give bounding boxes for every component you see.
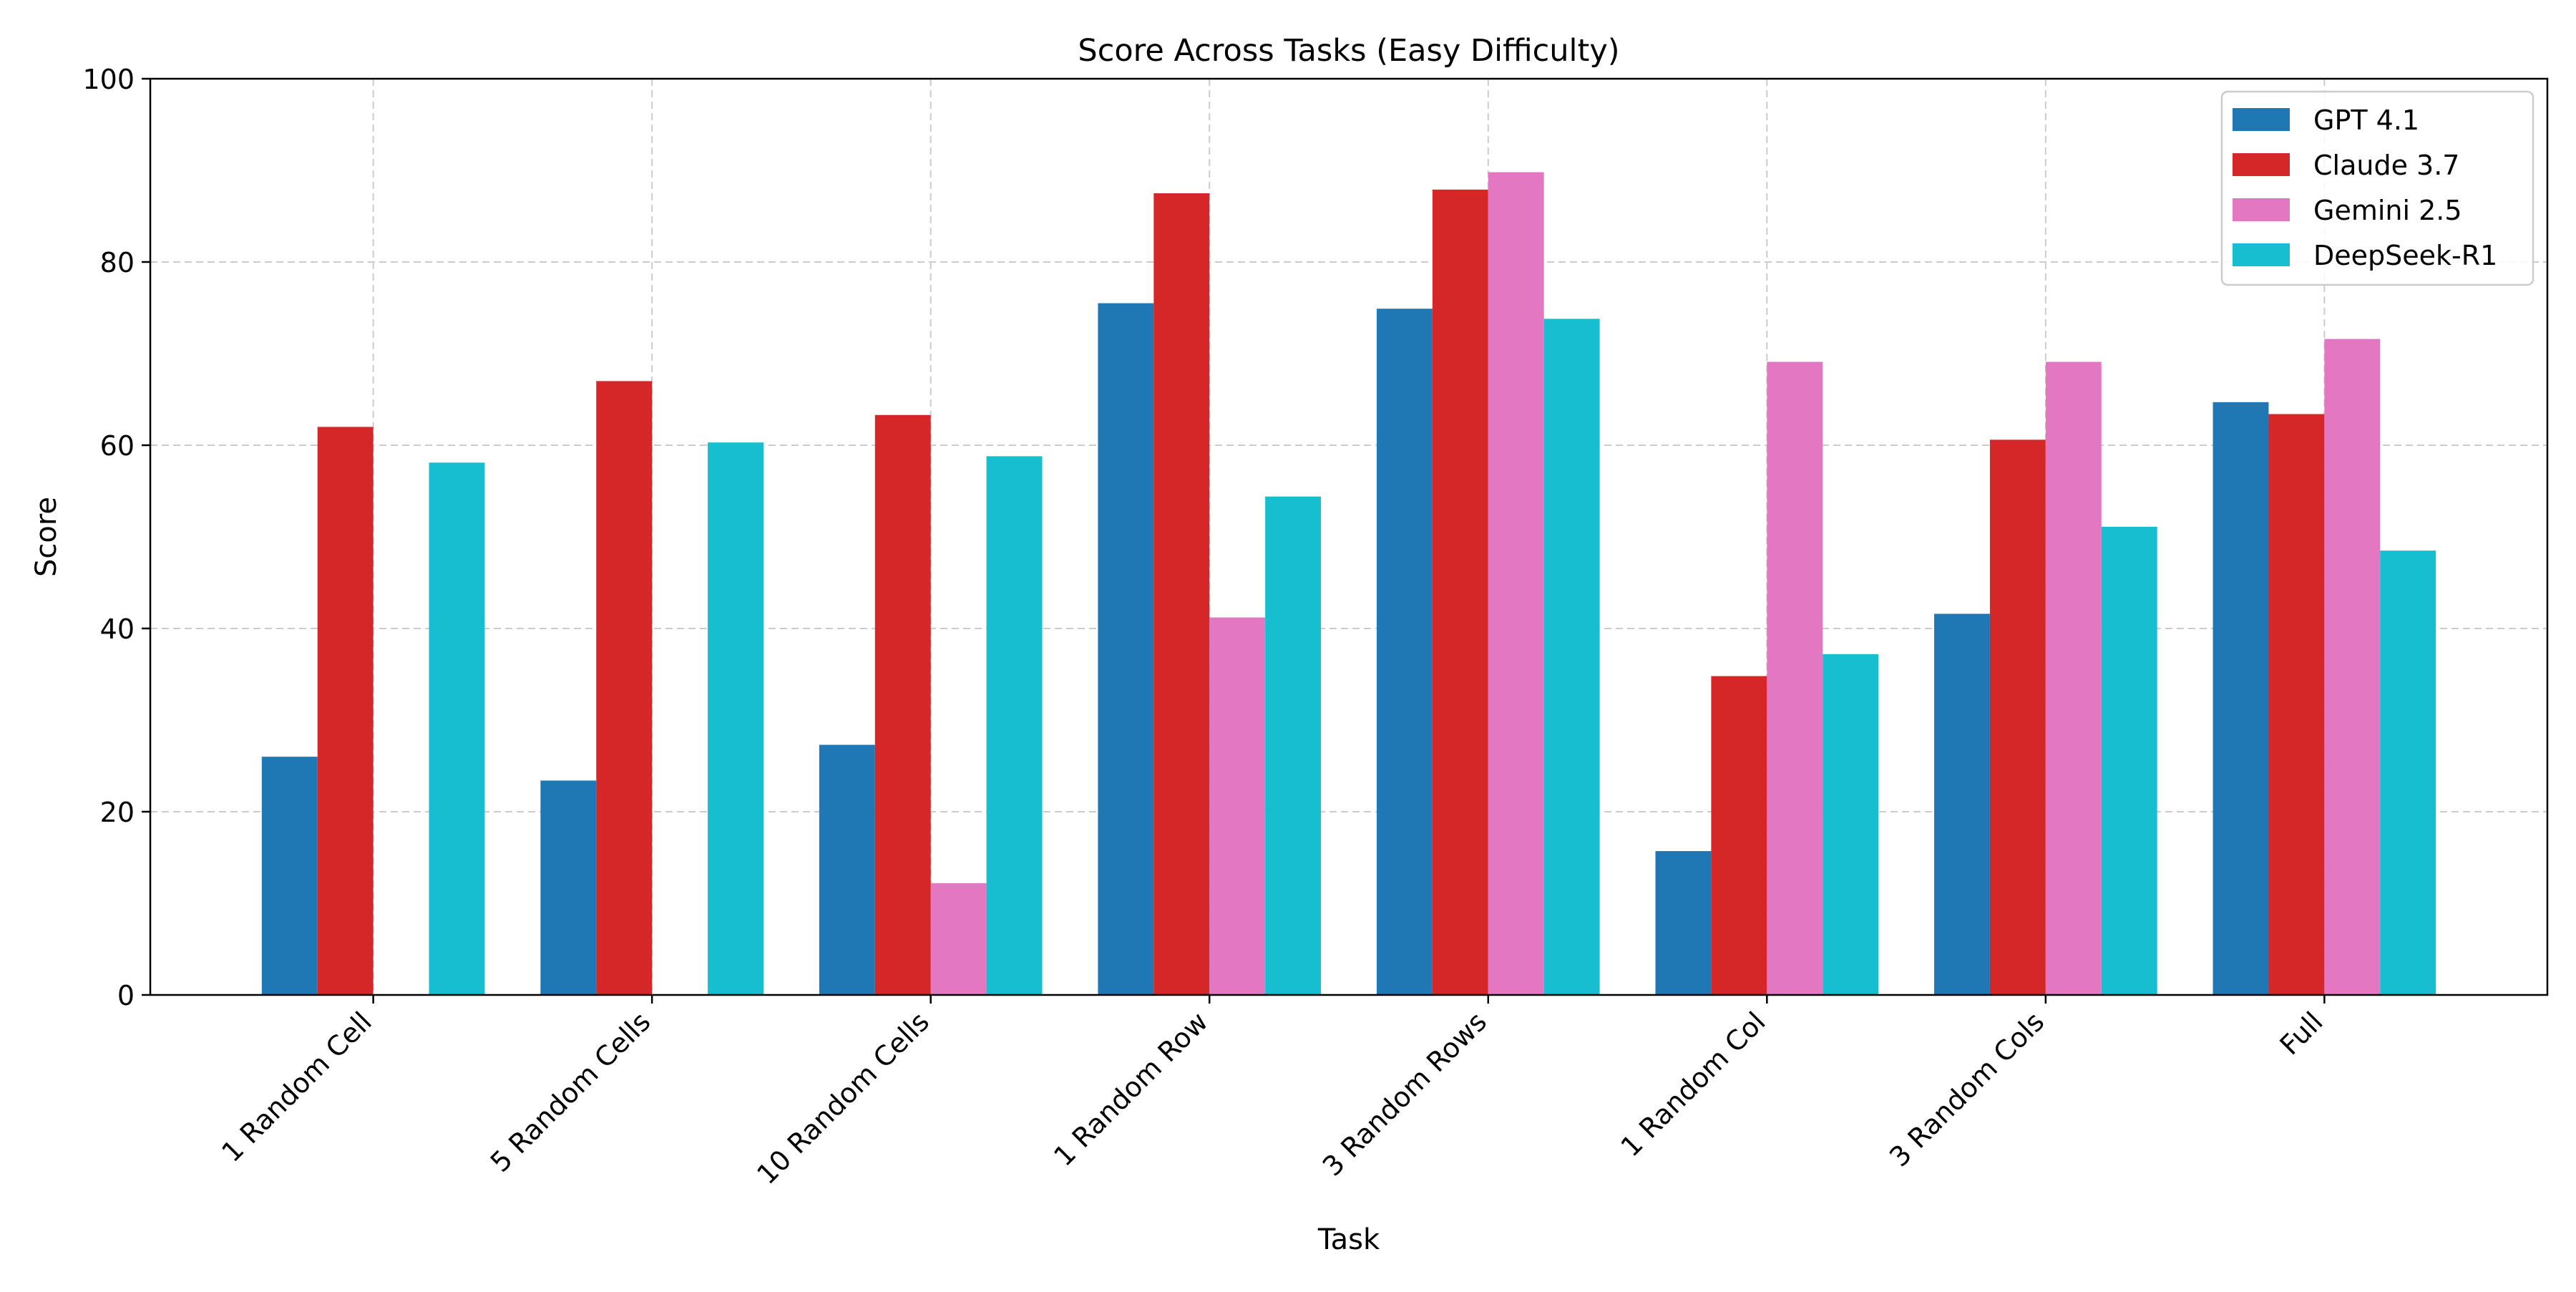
bar <box>1767 361 1823 995</box>
bar <box>1265 496 1322 995</box>
bar <box>2212 402 2269 995</box>
legend-label: Claude 3.7 <box>2313 150 2459 181</box>
legend-swatch <box>2233 198 2290 221</box>
bar <box>1098 303 1154 996</box>
bar <box>1655 851 1712 995</box>
y-tick-label: 20 <box>100 797 135 828</box>
chart-title: Score Across Tasks (Easy Difficulty) <box>1078 33 1619 69</box>
bar <box>1989 439 2046 995</box>
x-axis-label: Task <box>1317 1223 1380 1256</box>
bar <box>1711 676 1767 995</box>
bar <box>261 757 318 995</box>
legend-label: Gemini 2.5 <box>2313 195 2462 226</box>
y-tick-label: 40 <box>100 613 135 645</box>
bar <box>429 462 485 995</box>
bar <box>317 427 374 995</box>
legend: GPT 4.1 Claude 3.7 Gemini 2.5 DeepSeek-R1 <box>2220 90 2534 286</box>
bar <box>1934 613 1990 995</box>
legend-label: GPT 4.1 <box>2313 105 2419 136</box>
bars <box>261 172 2436 996</box>
y-tick-label: 80 <box>100 247 135 278</box>
legend-swatch <box>2233 243 2290 266</box>
bar <box>1543 319 1600 995</box>
legend-swatch <box>2233 153 2290 176</box>
bar <box>2045 361 2102 995</box>
bar <box>2324 339 2381 995</box>
bar <box>1432 189 1488 995</box>
bar <box>708 442 763 995</box>
bar <box>2101 526 2157 995</box>
bar <box>986 456 1043 995</box>
bar <box>2268 414 2325 995</box>
bar <box>596 381 653 995</box>
bar <box>540 780 597 995</box>
bar <box>1488 172 1544 995</box>
legend-box <box>2220 90 2534 286</box>
bar <box>819 744 875 995</box>
bar <box>1153 193 1210 995</box>
y-axis-label: Score <box>30 497 63 577</box>
bar <box>874 414 931 995</box>
legend-swatch <box>2233 108 2290 131</box>
y-tick-label: 60 <box>100 430 135 462</box>
bar <box>1376 309 1433 995</box>
plot-frame <box>149 77 2549 996</box>
bar <box>930 883 987 995</box>
legend-label: DeepSeek-R1 <box>2313 240 2497 271</box>
bar <box>1209 617 1266 995</box>
y-tick-label: 100 <box>82 64 135 95</box>
bar <box>2380 550 2436 995</box>
y-tick-label: 0 <box>117 980 135 1011</box>
bar <box>1823 654 1879 995</box>
